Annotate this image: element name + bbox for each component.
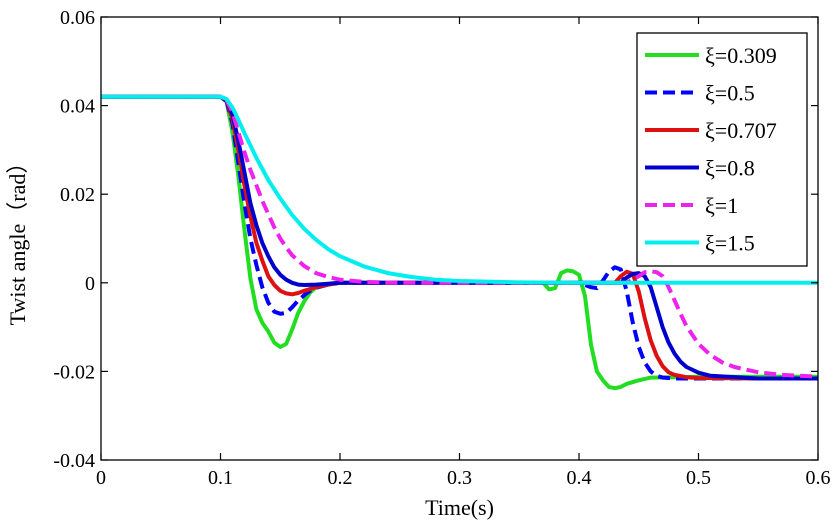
- legend-label: ξ=0.707: [705, 118, 777, 143]
- x-tick-label: 0.1: [208, 467, 233, 489]
- x-axis-label: Time(s): [425, 495, 494, 520]
- plot-series: [101, 94, 819, 391]
- x-tick-label: 0.3: [447, 467, 472, 489]
- legend-label: ξ=0.5: [705, 81, 755, 106]
- y-tick-label: -0.02: [53, 361, 95, 383]
- x-tick-label: 0.4: [567, 467, 592, 489]
- axis-ticks: 0 0.1 0.2 0.3 0.4 0.5 0.6 -0.04 -0.02 0 0.02 0.04 0.…: [53, 7, 830, 489]
- x-tick-label: 0: [96, 467, 106, 489]
- legend-label: ξ=1.5: [705, 231, 755, 256]
- legend-label: ξ=0.8: [705, 156, 755, 181]
- x-tick-label: 0.6: [806, 467, 831, 489]
- series-line-5: [101, 94, 819, 379]
- y-tick-label: 0.06: [60, 7, 95, 29]
- x-tick-label: 0.2: [328, 467, 353, 489]
- x-tick-label: 0.5: [686, 467, 711, 489]
- y-axis-label: Twist angle（rad）: [5, 152, 30, 326]
- legend-label: ξ=1: [705, 193, 738, 218]
- y-tick-label: 0: [85, 273, 95, 295]
- y-tick-label: -0.04: [53, 450, 95, 472]
- series-line-6: [101, 94, 818, 285]
- legend-box: [636, 32, 808, 267]
- legend-label: ξ=0.309: [705, 43, 777, 68]
- y-tick-label: 0.04: [60, 96, 95, 118]
- legend: ξ=0.309 ξ=0.5 ξ=0.707 ξ=0.8 ξ=1 ξ=1.5: [636, 32, 808, 267]
- y-tick-label: 0.02: [60, 184, 95, 206]
